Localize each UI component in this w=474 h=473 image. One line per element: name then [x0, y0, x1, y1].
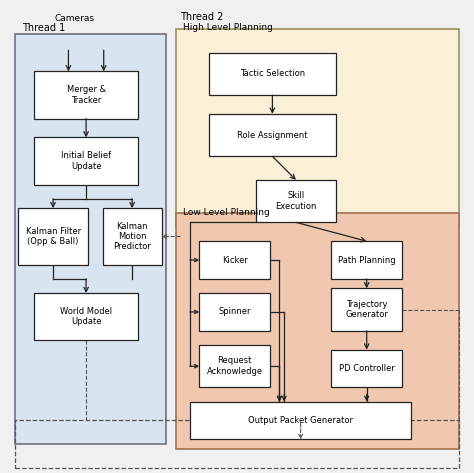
Text: Trajectory
Generator: Trajectory Generator — [345, 300, 388, 319]
Text: Kalman
Motion
Predictor: Kalman Motion Predictor — [113, 221, 151, 252]
Text: World Model
Update: World Model Update — [60, 307, 112, 326]
Text: Merger &
Tracker: Merger & Tracker — [66, 85, 106, 105]
FancyBboxPatch shape — [34, 138, 138, 184]
Text: Thread 2: Thread 2 — [181, 11, 224, 22]
Text: Request
Acknowledge: Request Acknowledge — [207, 357, 263, 376]
Text: High Level Planning: High Level Planning — [183, 23, 273, 32]
FancyBboxPatch shape — [209, 114, 336, 156]
FancyBboxPatch shape — [331, 241, 402, 279]
Text: Tactic Selection: Tactic Selection — [240, 69, 305, 79]
Text: PD Controller: PD Controller — [339, 364, 395, 373]
Text: Output Packet Generator: Output Packet Generator — [248, 416, 353, 425]
Text: Cameras: Cameras — [55, 14, 94, 23]
Text: Path Planning: Path Planning — [338, 255, 395, 264]
FancyBboxPatch shape — [190, 402, 411, 439]
FancyBboxPatch shape — [176, 213, 459, 449]
Text: Skill
Execution: Skill Execution — [275, 192, 317, 211]
Text: Spinner: Spinner — [219, 307, 251, 316]
FancyBboxPatch shape — [199, 345, 270, 387]
FancyBboxPatch shape — [331, 289, 402, 331]
FancyBboxPatch shape — [199, 293, 270, 331]
FancyBboxPatch shape — [331, 350, 402, 387]
FancyBboxPatch shape — [34, 293, 138, 340]
FancyBboxPatch shape — [15, 34, 166, 444]
FancyBboxPatch shape — [209, 53, 336, 95]
FancyBboxPatch shape — [256, 180, 336, 222]
Text: Role Assignment: Role Assignment — [237, 131, 308, 140]
FancyBboxPatch shape — [102, 208, 162, 265]
Text: Low Level Planning: Low Level Planning — [183, 208, 270, 217]
FancyBboxPatch shape — [34, 71, 138, 119]
FancyBboxPatch shape — [18, 208, 89, 265]
Text: Kicker: Kicker — [222, 255, 247, 264]
FancyBboxPatch shape — [199, 241, 270, 279]
Text: Kalman Filter
(Opp & Ball): Kalman Filter (Opp & Ball) — [26, 227, 81, 246]
Text: Initial Belief
Update: Initial Belief Update — [61, 151, 111, 171]
FancyBboxPatch shape — [176, 29, 459, 227]
Text: Thread 1: Thread 1 — [22, 23, 66, 34]
